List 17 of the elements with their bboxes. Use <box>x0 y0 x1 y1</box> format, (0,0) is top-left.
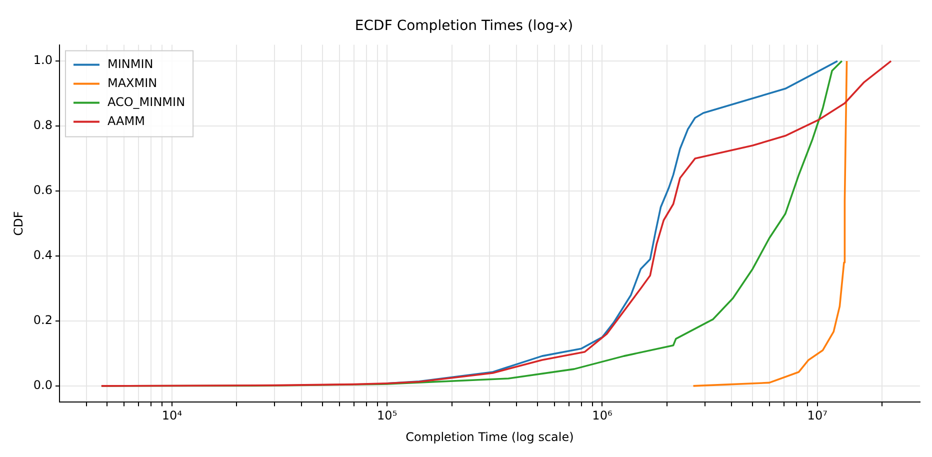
y-tick-label: 0.0 <box>33 378 52 392</box>
x-tick-label: 10⁵ <box>377 408 398 423</box>
y-axis-title: CDF <box>11 211 26 236</box>
x-tick-label: 10⁴ <box>162 408 182 423</box>
y-tick-label: 1.0 <box>33 53 52 68</box>
chart-title: ECDF Completion Times (log-x) <box>354 18 574 34</box>
y-tick-label: 0.4 <box>33 248 52 262</box>
y-tick-label: 0.2 <box>33 313 52 328</box>
legend-label: AAMM <box>107 114 145 128</box>
y-tick-label: 0.8 <box>33 118 52 132</box>
y-tick-label: 0.6 <box>33 183 52 198</box>
legend-label: MAXMIN <box>107 76 158 90</box>
legend-label: MINMIN <box>107 56 154 71</box>
x-tick-label: 10⁶ <box>592 408 612 423</box>
x-tick-label: 10⁷ <box>807 408 828 423</box>
legend-label: ACO_MINMIN <box>107 94 186 109</box>
x-axis-title: Completion Time (log scale) <box>406 430 574 444</box>
